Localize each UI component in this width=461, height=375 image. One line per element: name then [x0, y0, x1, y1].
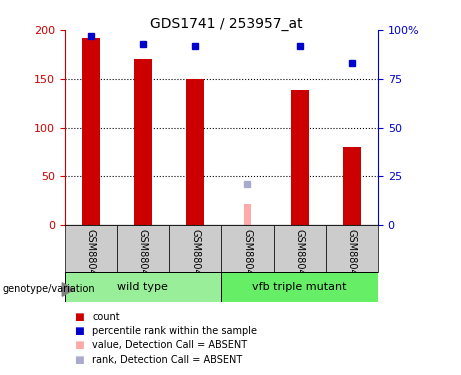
Bar [82, 38, 100, 225]
Text: GDS1741 / 253957_at: GDS1741 / 253957_at [149, 17, 302, 31]
Text: rank, Detection Call = ABSENT: rank, Detection Call = ABSENT [92, 355, 242, 364]
Bar [134, 59, 152, 225]
Text: GSM88048: GSM88048 [347, 229, 357, 282]
Bar [186, 79, 204, 225]
Text: ■: ■ [74, 355, 83, 364]
Bar [244, 204, 251, 225]
Text: GSM88041: GSM88041 [138, 229, 148, 282]
Polygon shape [62, 283, 74, 296]
Bar [290, 90, 309, 225]
Text: wild type: wild type [118, 282, 168, 292]
Text: GSM88040: GSM88040 [86, 229, 96, 282]
Text: vfb triple mutant: vfb triple mutant [253, 282, 347, 292]
Bar [169, 225, 221, 272]
Bar [65, 272, 221, 302]
Bar [65, 225, 117, 272]
Text: genotype/variation: genotype/variation [2, 285, 95, 294]
Text: GSM88042: GSM88042 [190, 229, 200, 282]
Bar [221, 225, 273, 272]
Text: value, Detection Call = ABSENT: value, Detection Call = ABSENT [92, 340, 247, 350]
Bar [221, 272, 378, 302]
Text: ■: ■ [74, 326, 83, 336]
Bar [343, 147, 361, 225]
Text: ■: ■ [74, 340, 83, 350]
Text: GSM88047: GSM88047 [295, 229, 305, 282]
Text: GSM88046: GSM88046 [242, 229, 253, 282]
Text: percentile rank within the sample: percentile rank within the sample [92, 326, 257, 336]
Text: ■: ■ [74, 312, 83, 322]
Text: count: count [92, 312, 120, 322]
Bar [117, 225, 169, 272]
Bar [273, 225, 326, 272]
Bar [326, 225, 378, 272]
